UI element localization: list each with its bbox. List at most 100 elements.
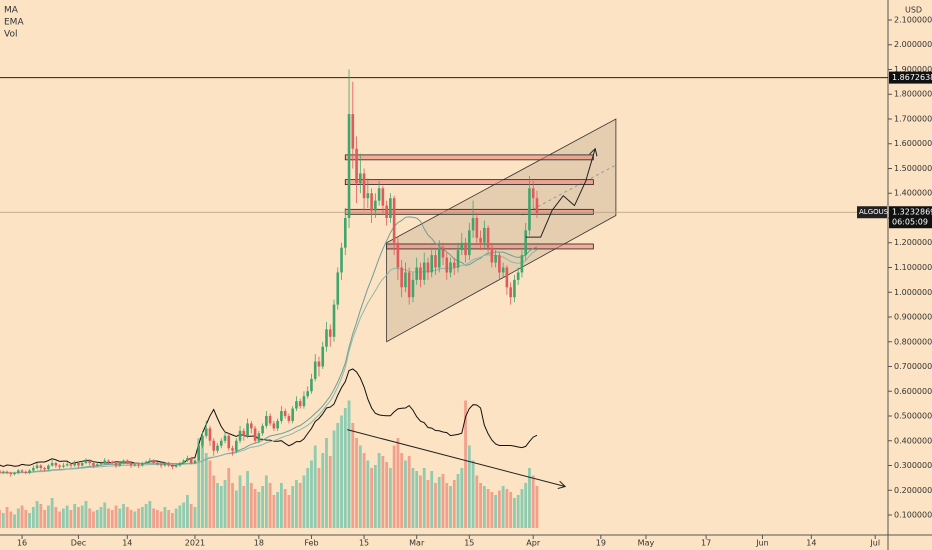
candle-body [351, 114, 355, 149]
candle-body [28, 470, 31, 473]
volume-bar [0, 510, 1, 528]
x-tick-label: Dec [71, 539, 86, 548]
y-tick-label: 0.80000000 [894, 337, 932, 346]
candle-body [219, 440, 223, 446]
volume-bar [347, 400, 351, 528]
volume-bar [272, 495, 276, 528]
volume-bar [411, 468, 415, 528]
volume-bar [524, 483, 528, 528]
volume-bar [197, 438, 201, 528]
ma-line [0, 216, 538, 474]
candle-body [141, 463, 144, 466]
volume-bar [370, 468, 373, 528]
candle-body [468, 230, 471, 256]
volume-bar [167, 510, 171, 528]
candle-body [411, 279, 415, 298]
candle-body [212, 440, 216, 451]
candle-body [129, 463, 133, 466]
candle-body [490, 247, 494, 263]
y-tick-label: 2.10000000 [894, 15, 932, 24]
volume-bar [460, 468, 464, 528]
candle-body [422, 262, 426, 280]
volume-bar [295, 480, 298, 528]
candle-body [441, 247, 445, 258]
candle-body [231, 448, 234, 451]
candle-body [407, 272, 411, 298]
candle-body [302, 396, 306, 407]
volume-bar [114, 505, 118, 528]
candle-body [498, 255, 501, 273]
volume-bar [204, 453, 208, 528]
volume-bar [422, 468, 426, 528]
candle-body [325, 329, 328, 347]
volume-bar [253, 489, 257, 528]
candle-body [122, 460, 125, 464]
volume-bar [16, 508, 20, 528]
volume-bar [306, 468, 310, 528]
candle-body [295, 401, 298, 409]
y-tick-label: 0.20000000 [894, 486, 932, 495]
candle-body [43, 467, 46, 470]
volume-bar [313, 445, 317, 528]
volume-bar [159, 511, 163, 528]
volume-bar [129, 510, 133, 528]
candle-body [377, 188, 381, 201]
volume-bar [464, 400, 467, 528]
candle-body [501, 267, 505, 273]
candle-body [99, 463, 103, 465]
volume-bar [46, 505, 50, 528]
volume-bar [430, 471, 434, 528]
y-tick-label: 1.70000000 [894, 114, 932, 123]
volume-bar [77, 507, 80, 528]
candle-body [88, 460, 92, 464]
candle-body [509, 287, 512, 298]
volume-bar [43, 510, 47, 528]
volume-bar [80, 505, 84, 528]
x-tick-label: Jun [755, 539, 769, 548]
volume-bar [174, 508, 178, 528]
candle-body [0, 470, 1, 473]
volume-bar [249, 483, 253, 528]
candle-body [313, 361, 317, 379]
volume-bar [415, 471, 419, 528]
volume-bar [471, 460, 475, 528]
volume-bar [317, 468, 321, 528]
volume-bar [238, 475, 242, 528]
volume-bar [182, 502, 186, 528]
x-tick-label: 14 [122, 539, 132, 548]
candle-body [528, 188, 531, 231]
candle-body [156, 463, 159, 465]
symbol-box [857, 206, 887, 219]
candle-body [9, 472, 13, 475]
x-tick-label: 17 [701, 539, 711, 548]
candle-body [475, 217, 479, 238]
candle-body [272, 423, 276, 429]
candle-body [347, 114, 351, 218]
volume-bar [392, 445, 396, 528]
volume-bar [95, 510, 99, 528]
candle-body [426, 262, 430, 273]
candle-body [389, 198, 392, 218]
candle-body [182, 460, 185, 464]
candle-body [50, 463, 54, 466]
candle-body [419, 267, 422, 280]
candle-body [366, 193, 370, 199]
last-price-box [889, 206, 932, 229]
volume-bar [216, 483, 219, 528]
volume-bar [336, 423, 340, 528]
volume-bar [201, 445, 204, 528]
candle-body [92, 463, 95, 466]
volume-bar [388, 468, 392, 528]
candle-body [464, 242, 467, 256]
volume-bar [137, 508, 140, 528]
x-tick-label: Feb [304, 539, 318, 548]
volume-bar [62, 508, 65, 528]
candle-body [144, 461, 148, 464]
candle-body [317, 361, 321, 367]
candle-body [434, 255, 437, 268]
candle-body [355, 148, 358, 184]
volume-bar [475, 475, 479, 528]
volume-bar [325, 438, 328, 528]
volume-bar [227, 468, 231, 528]
candle-body [80, 463, 84, 466]
